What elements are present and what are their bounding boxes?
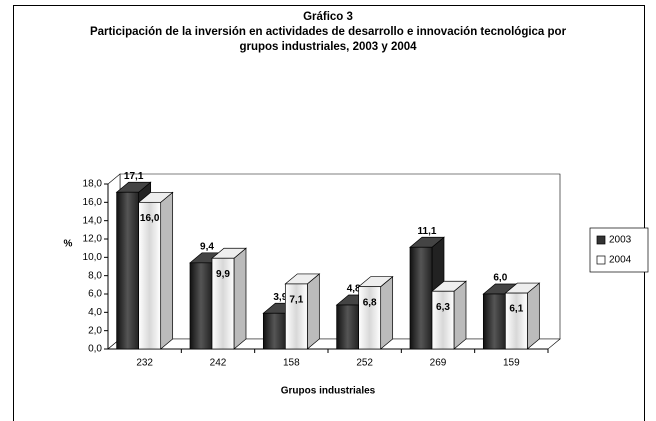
value-label: 3,9 xyxy=(273,292,287,303)
y-tick-label: 16,0 xyxy=(83,197,103,208)
bar-side xyxy=(380,275,394,350)
y-tick-label: 0,0 xyxy=(88,344,102,355)
value-label: 9,9 xyxy=(216,269,230,280)
x-tick-label: 269 xyxy=(430,358,447,369)
bar-front xyxy=(284,283,308,350)
value-label: 9,4 xyxy=(200,241,214,252)
bar-front xyxy=(358,286,382,350)
value-label: 11,1 xyxy=(418,226,437,237)
y-tick-label: 2,0 xyxy=(88,325,102,336)
legend-swatch xyxy=(596,255,606,265)
bar-side xyxy=(526,282,540,350)
bar-front xyxy=(336,304,360,350)
bar-front xyxy=(262,312,286,350)
y-tick-label: 14,0 xyxy=(83,215,103,226)
legend-swatch xyxy=(596,235,606,245)
y-tick-label: 4,0 xyxy=(88,307,102,318)
value-label: 6,0 xyxy=(493,273,507,284)
legend-label: 2003 xyxy=(609,235,632,246)
x-axis-label: Grupos industriales xyxy=(281,386,376,397)
chart-title: Gráfico 3 xyxy=(303,11,353,23)
value-label: 16,0 xyxy=(140,213,160,224)
bar-front xyxy=(189,262,213,350)
y-tick-label: 10,0 xyxy=(83,252,103,263)
y-tick-label: 12,0 xyxy=(83,234,103,245)
y-axis-label: % xyxy=(64,239,73,250)
bar xyxy=(357,275,394,350)
value-label: 6,1 xyxy=(509,304,523,315)
titles: Gráfico 3 Participación de la inversión … xyxy=(78,10,578,55)
bar xyxy=(284,273,321,350)
bar-front xyxy=(116,191,140,350)
bar xyxy=(431,280,467,350)
bar-side xyxy=(453,280,467,350)
bar-front xyxy=(504,292,528,350)
bar xyxy=(211,247,247,350)
chart-frame xyxy=(13,5,645,421)
x-tick-label: 158 xyxy=(283,358,300,369)
y-tick-label: 18,0 xyxy=(83,179,103,190)
x-tick-label: 232 xyxy=(136,358,153,369)
value-label: 17,1 xyxy=(124,171,144,182)
x-tick-label: 242 xyxy=(210,358,227,369)
legend-box xyxy=(589,227,649,273)
bar-front xyxy=(409,246,433,350)
bar-front xyxy=(431,290,455,350)
y-tick-label: 6,0 xyxy=(88,289,102,300)
value-label: 7,1 xyxy=(289,295,303,306)
bar-side xyxy=(160,191,174,350)
x-tick-label: 252 xyxy=(356,358,373,369)
chart-subtitle: Participación de la inversión en activid… xyxy=(89,26,567,53)
bar-front xyxy=(482,293,506,350)
bar xyxy=(504,282,541,350)
bar-front xyxy=(138,201,162,350)
bar-side xyxy=(233,247,247,350)
bar-front xyxy=(211,257,235,350)
value-label: 4,8 xyxy=(347,284,361,295)
value-label: 6,8 xyxy=(363,297,377,308)
bar xyxy=(137,191,174,350)
value-label: 6,3 xyxy=(436,302,450,313)
bar-side xyxy=(306,273,320,350)
x-tick-label: 159 xyxy=(503,358,520,369)
legend-label: 2004 xyxy=(609,255,632,266)
y-tick-label: 8,0 xyxy=(88,270,102,281)
